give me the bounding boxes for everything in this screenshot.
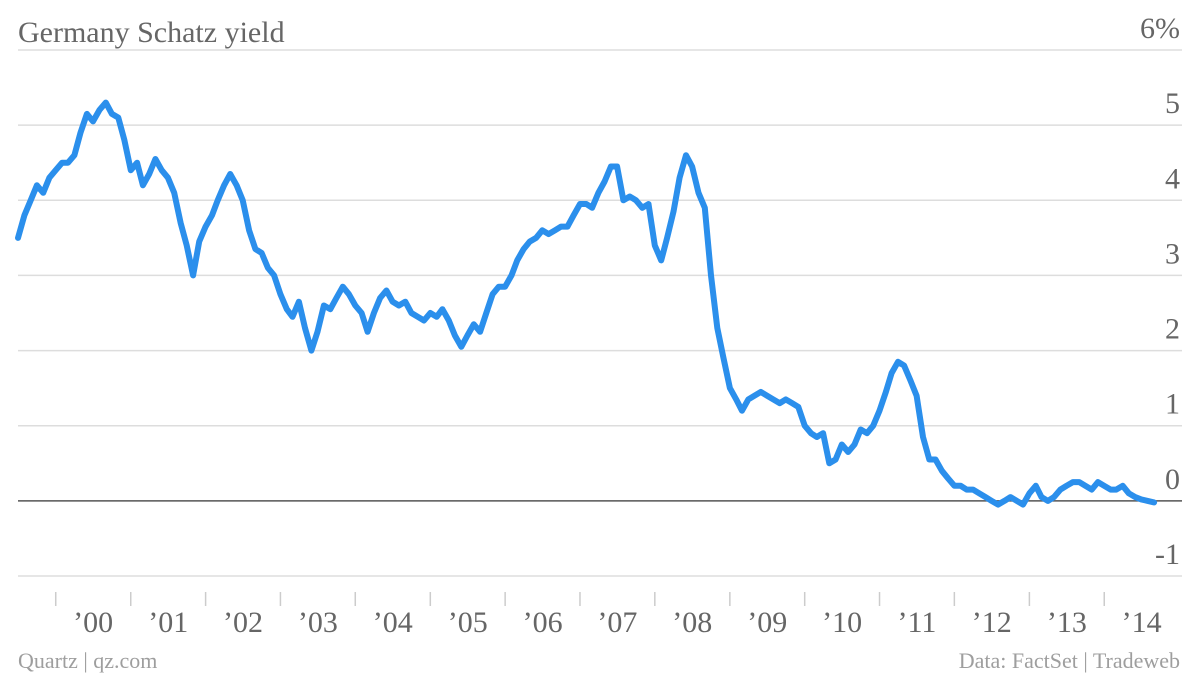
y-tick-label: 1 xyxy=(1165,388,1180,421)
x-tick-label: ’05 xyxy=(448,606,488,639)
x-tick-label: ’09 xyxy=(747,606,787,639)
data-source: Data: FactSet | Tradeweb xyxy=(959,648,1180,673)
x-tick-label: ’04 xyxy=(373,606,413,639)
y-tick-label: -1 xyxy=(1155,538,1180,571)
gridlines xyxy=(18,49,1182,577)
x-tick-label: ’01 xyxy=(148,606,188,639)
x-tick-label: ’12 xyxy=(972,606,1012,639)
y-tick-label: 5 xyxy=(1165,87,1180,120)
x-tick-label: ’06 xyxy=(523,606,563,639)
x-tick-label: ’03 xyxy=(298,606,338,639)
x-tick-label: ’02 xyxy=(223,606,263,639)
y-tick-label: 4 xyxy=(1165,162,1180,195)
x-tick-label: ’11 xyxy=(898,606,937,639)
y-tick-label: 2 xyxy=(1165,313,1180,346)
yield-line xyxy=(15,99,1158,508)
x-tick-label: ’10 xyxy=(822,606,862,639)
x-tick-label: ’08 xyxy=(672,606,712,639)
chart-title: Germany Schatz yield xyxy=(18,16,285,49)
series-group xyxy=(15,99,1158,508)
x-tick-label: ’07 xyxy=(597,606,637,639)
y-axis: 5 4 3 2 1 0 -1 6% xyxy=(1140,12,1180,571)
x-tick-label: ’14 xyxy=(1122,606,1162,639)
x-tick-label: ’13 xyxy=(1047,606,1087,639)
x-axis: ’00 ’01 ’02 ’03 ’04 ’05 ’06 ’07 ’08 ’09 ’10 ’11 ’12 ’… xyxy=(54,592,1162,639)
source-credit: Quartz | qz.com xyxy=(18,648,157,673)
y-tick-label: 3 xyxy=(1165,237,1180,270)
x-tick-label: ’00 xyxy=(73,606,113,639)
y-tick-label: 0 xyxy=(1165,463,1180,496)
y-unit-label: 6% xyxy=(1140,12,1180,45)
